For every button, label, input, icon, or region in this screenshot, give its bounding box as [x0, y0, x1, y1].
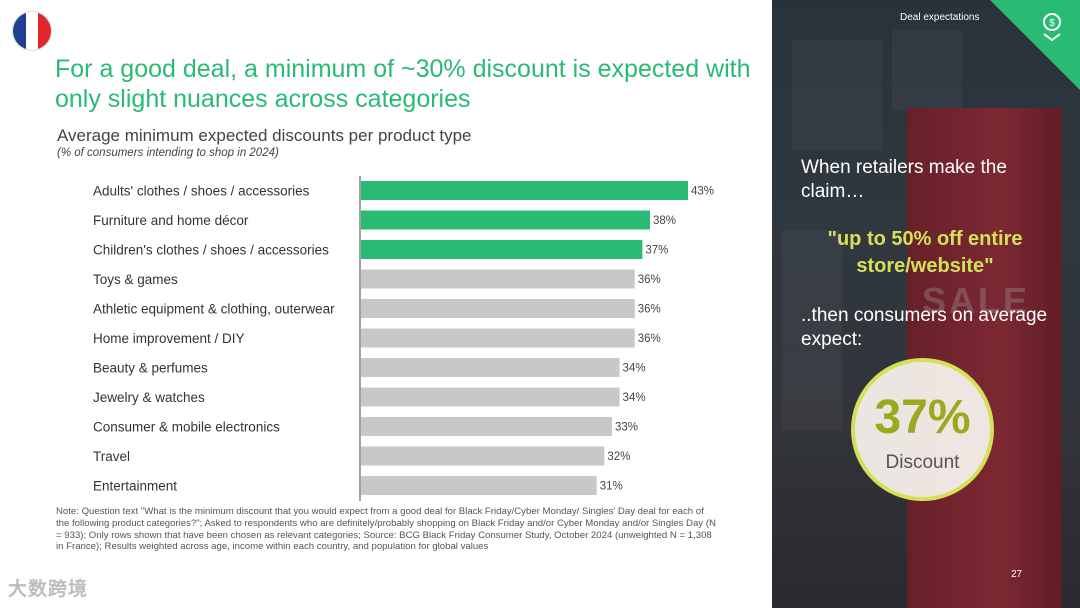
- value-label: 31%: [600, 481, 623, 493]
- discount-circle: 37% Discount: [851, 358, 994, 501]
- bar: [361, 417, 612, 436]
- france-flag-icon: [13, 12, 51, 50]
- value-label: 36%: [638, 304, 661, 316]
- watermark: 大数跨境: [8, 579, 89, 600]
- category-label: Beauty & perfumes: [93, 361, 208, 376]
- section-tag: Deal expectations: [900, 12, 980, 23]
- bar: [361, 446, 605, 466]
- value-label: 34%: [623, 392, 646, 404]
- bar: [361, 476, 597, 495]
- value-label: 34%: [623, 363, 646, 375]
- bar: [361, 328, 635, 348]
- page-number: 27: [1011, 569, 1023, 580]
- bar: [361, 387, 620, 407]
- value-label: 36%: [638, 333, 661, 345]
- category-label: Athletic equipment & clothing, outerwear: [93, 302, 335, 317]
- bar: [361, 210, 650, 230]
- category-label: Adults' clothes / shoes / accessories: [93, 184, 310, 199]
- discount-label: Discount: [885, 452, 960, 473]
- value-label: 32%: [607, 451, 630, 463]
- bar: [361, 240, 643, 259]
- category-label: Travel: [93, 449, 130, 464]
- category-label: Jewelry & watches: [93, 390, 205, 405]
- value-label: 37%: [645, 245, 668, 257]
- source-note: Note: Question text "What is the minimum…: [56, 506, 716, 553]
- bar-chart: Adults' clothes / shoes / accessories 43%…: [93, 176, 714, 501]
- value-label: 38%: [653, 215, 676, 227]
- claim-outro: ..then consumers on average expect:: [801, 305, 1048, 350]
- category-label: Home improvement / DIY: [93, 331, 245, 346]
- bar: [361, 299, 635, 318]
- value-label: 36%: [638, 274, 661, 286]
- value-label: 33%: [615, 422, 638, 434]
- page-title: For a good deal, a minimum of ~30% disco…: [55, 55, 751, 113]
- svg-text:$: $: [1049, 18, 1055, 29]
- claim-quote: "up to 50% off entire store/website": [827, 228, 1023, 277]
- bar: [361, 269, 635, 289]
- value-label: 43%: [691, 186, 714, 198]
- chart-title: Average minimum expected discounts per p…: [57, 126, 472, 145]
- discount-value: 37%: [874, 391, 971, 444]
- category-label: Furniture and home décor: [93, 213, 249, 228]
- category-label: Entertainment: [93, 479, 177, 494]
- category-label: Children's clothes / shoes / accessories: [93, 243, 329, 258]
- chart-subtitle: (% of consumers intending to shop in 202…: [57, 147, 279, 159]
- discount-tag-icon: $: [1043, 13, 1061, 42]
- category-label: Toys & games: [93, 272, 178, 287]
- bar: [361, 181, 688, 200]
- corner-badge: [990, 0, 1080, 90]
- claim-intro: When retailers make the claim…: [801, 157, 1007, 202]
- sale-sign-text: SALE: [922, 280, 1031, 321]
- bar: [361, 358, 620, 377]
- category-label: Consumer & mobile electronics: [93, 420, 280, 435]
